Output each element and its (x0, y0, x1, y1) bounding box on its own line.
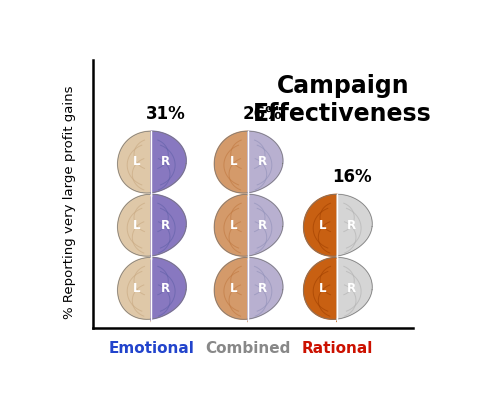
Polygon shape (118, 194, 151, 259)
Polygon shape (118, 258, 151, 322)
Polygon shape (337, 258, 372, 320)
Polygon shape (248, 131, 283, 194)
Polygon shape (248, 194, 283, 258)
Text: Emotional: Emotional (108, 341, 194, 356)
Polygon shape (303, 194, 337, 259)
Polygon shape (151, 194, 186, 258)
Polygon shape (151, 258, 186, 320)
Text: R: R (347, 282, 356, 295)
Text: L: L (230, 282, 237, 295)
Text: % Reporting very large profit gains: % Reporting very large profit gains (63, 85, 76, 319)
Text: R: R (258, 156, 267, 168)
Text: 26%: 26% (243, 104, 283, 122)
Text: L: L (133, 282, 141, 295)
Text: Combined: Combined (205, 341, 290, 356)
Polygon shape (303, 258, 337, 322)
Text: L: L (230, 156, 237, 168)
Text: R: R (161, 218, 170, 232)
Text: L: L (319, 218, 326, 232)
Text: R: R (258, 218, 267, 232)
Text: L: L (133, 218, 141, 232)
Text: Rational: Rational (301, 341, 373, 356)
Polygon shape (214, 194, 248, 259)
Polygon shape (118, 131, 151, 196)
Polygon shape (248, 258, 283, 320)
Text: R: R (258, 282, 267, 295)
Text: R: R (161, 282, 170, 295)
Text: R: R (161, 156, 170, 168)
Text: L: L (230, 218, 237, 232)
Text: Campaign
Effectiveness: Campaign Effectiveness (253, 74, 432, 126)
Text: R: R (347, 218, 356, 232)
Text: L: L (133, 156, 141, 168)
Polygon shape (337, 194, 372, 258)
Polygon shape (214, 258, 248, 322)
Text: 31%: 31% (146, 104, 186, 122)
Polygon shape (151, 131, 186, 194)
Text: 16%: 16% (332, 168, 372, 186)
Polygon shape (214, 131, 248, 196)
Text: L: L (319, 282, 326, 295)
